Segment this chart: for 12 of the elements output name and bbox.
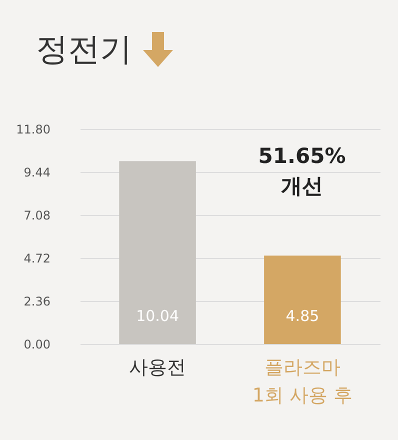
x-tick-label: 플라즈마 1회 사용 후: [252, 356, 353, 406]
data-label: 10.04: [136, 307, 180, 325]
y-tick-label: 2.36: [24, 294, 50, 308]
data-label: 4.85: [286, 307, 320, 325]
y-tick-label: 11.80: [16, 122, 50, 136]
annotation: 51.65% 개선: [258, 144, 346, 198]
chart-title: 정전기: [36, 29, 132, 70]
y-tick-label: 4.72: [24, 252, 50, 266]
x-tick-label: 사용전: [129, 356, 186, 378]
y-tick-label: 0.00: [24, 338, 50, 352]
y-tick-label: 9.44: [24, 166, 50, 180]
y-tick-label: 7.08: [24, 208, 50, 222]
